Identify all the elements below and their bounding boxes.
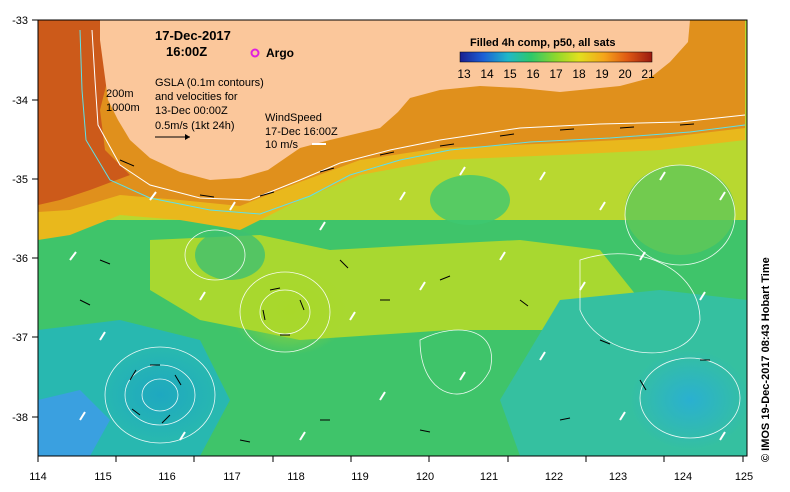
lon-tick-116: 116 <box>158 471 176 483</box>
current-vectors <box>79 123 710 443</box>
lon-tick-123: 123 <box>609 471 627 483</box>
argo-label: Argo <box>266 46 294 60</box>
imos-credit: © IMOS 19-Dec-2017 08:43 Hobart Time <box>760 257 772 462</box>
argo-marker-icon <box>250 48 260 58</box>
colorbar-tick-19: 19 <box>595 67 609 81</box>
colorbar-tick-15: 15 <box>503 67 517 81</box>
colorbar-tick-18: 18 <box>572 67 586 81</box>
depth-label-200m: 200m <box>106 88 134 100</box>
wind-line-2: 17-Dec 16:00Z <box>265 126 338 138</box>
gsla-line-1: GSLA (0.1m contours) <box>155 77 264 89</box>
isobath-1000m <box>79 29 746 215</box>
lon-axis <box>37 456 744 462</box>
isobath-200m <box>91 29 746 201</box>
lon-tick-119: 119 <box>351 471 369 483</box>
lon-tick-121: 121 <box>480 471 498 483</box>
depth-label-1000m: 1000m <box>106 102 140 114</box>
gsla-line-2: and velocities for <box>155 91 238 103</box>
lon-tick-125: 125 <box>735 471 753 483</box>
plot-frame <box>37 19 748 457</box>
lat-tick-38: -38 <box>12 412 28 424</box>
lon-tick-122: 122 <box>545 471 563 483</box>
lat-tick-35: -35 <box>12 174 28 186</box>
lon-tick-115: 115 <box>94 471 112 483</box>
colorbar-tick-17: 17 <box>549 67 563 81</box>
wind-vectors <box>69 166 726 441</box>
lon-tick-124: 124 <box>674 471 692 483</box>
lat-tick-33: -33 <box>12 15 28 27</box>
lon-tick-120: 120 <box>416 471 434 483</box>
lon-tick-114: 114 <box>29 471 47 483</box>
colorbar-tick-13: 13 <box>457 67 471 81</box>
colorbar-tick-16: 16 <box>526 67 540 81</box>
colorbar-tick-20: 20 <box>618 67 632 81</box>
gsla-line-3: 13-Dec 00:00Z <box>155 105 228 117</box>
colorbar-tick-14: 14 <box>480 67 494 81</box>
lat-tick-34: -34 <box>12 95 28 107</box>
wind-line-1: WindSpeed <box>265 112 322 124</box>
colorbar <box>459 51 653 63</box>
map-time: 16:00Z <box>166 44 207 59</box>
lon-tick-117: 117 <box>223 471 241 483</box>
lat-tick-36: -36 <box>12 253 28 265</box>
lon-tick-118: 118 <box>287 471 305 483</box>
map-date: 17-Dec-2017 <box>155 28 231 43</box>
wind-line-3: 10 m/s <box>265 139 299 151</box>
gsla-contours <box>104 164 741 444</box>
velocity-scale-label: 0.5m/s (1kt 24h) <box>155 120 234 132</box>
lat-tick-37: -37 <box>12 332 28 344</box>
lat-axis <box>32 19 38 418</box>
colorbar-tick-21: 21 <box>641 67 655 81</box>
colorbar-title: Filled 4h comp, p50, all sats <box>470 37 616 49</box>
